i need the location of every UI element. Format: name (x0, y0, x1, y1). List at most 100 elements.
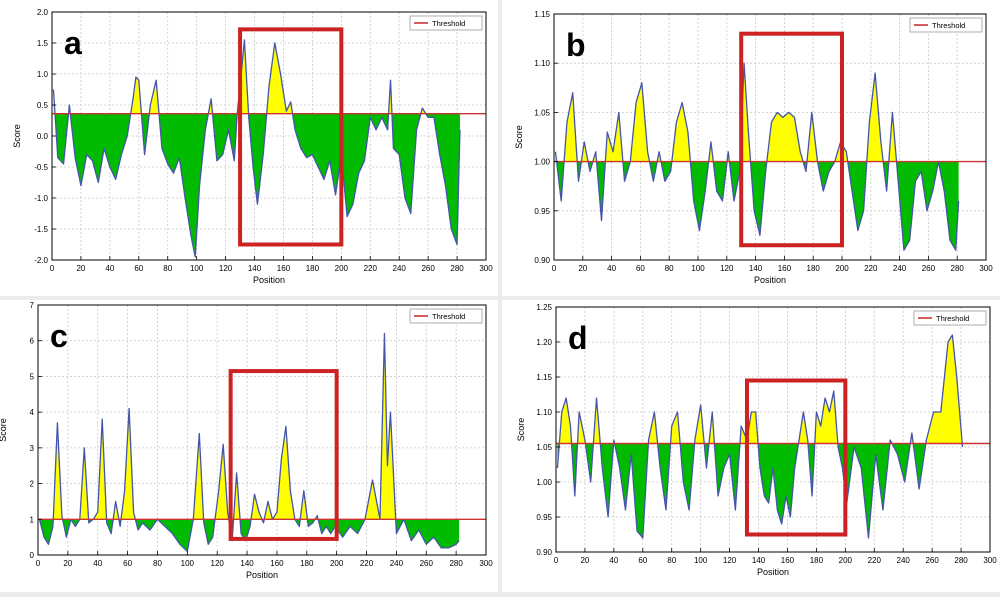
x-axis-label: Position (253, 275, 285, 285)
x-axis-label: Position (754, 275, 786, 285)
y-tick-label: 0.5 (37, 101, 49, 110)
y-tick-label: -0.5 (34, 163, 48, 172)
x-tick-label: 100 (190, 264, 204, 273)
axes-frame (553, 13, 987, 261)
x-tick-label: 160 (270, 559, 284, 568)
y-tick-label: 1.05 (534, 108, 550, 117)
x-tick-label: 260 (922, 264, 936, 273)
x-tick-label: 100 (691, 264, 705, 273)
x-tick-label: 140 (749, 264, 763, 273)
x-tick-label: 200 (330, 559, 344, 568)
legend-label-threshold: Threshold (932, 21, 965, 30)
panel-label: a (64, 25, 82, 61)
x-tick-label: 80 (667, 556, 676, 565)
y-tick-label: 1.00 (536, 478, 552, 487)
y-tick-label: 1.0 (37, 70, 49, 79)
highlight-region-box (744, 378, 848, 537)
x-axis-label: Position (757, 567, 789, 577)
x-tick-label: 20 (580, 556, 589, 565)
x-tick-label: 100 (694, 556, 708, 565)
chart-panel-c: 0 20 40 60 80 100 120 140 160 180 200 220 240 260 280 3… (0, 300, 498, 592)
score-series-line (556, 334, 964, 539)
panel-label: c (50, 318, 68, 354)
x-tick-label: 220 (360, 559, 374, 568)
x-tick-label: 240 (897, 556, 911, 565)
y-tick-label: 5 (30, 372, 35, 381)
x-tick-label: 200 (335, 264, 349, 273)
chart-panel-a: 0 20 40 60 80 100 120 140 160 180 200 220 240 260 280 3… (0, 0, 498, 296)
y-tick-label: -1.5 (34, 225, 48, 234)
score-series-line (554, 62, 960, 251)
x-tick-label: 240 (390, 559, 404, 568)
y-tick-label: 6 (30, 337, 35, 346)
y-tick-label: 1.10 (536, 408, 552, 417)
x-tick-label: 260 (421, 264, 435, 273)
x-tick-label: 20 (578, 264, 587, 273)
y-tick-label: 3 (30, 444, 35, 453)
chart-panel-d: 0 20 40 60 80 100 120 140 160 180 200 220 240 260 280 3… (502, 300, 1000, 592)
x-tick-label: 120 (219, 264, 233, 273)
x-tick-label: 180 (300, 559, 314, 568)
x-tick-label: 60 (123, 559, 132, 568)
y-axis-label: Score (516, 418, 526, 442)
legend-box (409, 15, 483, 31)
x-tick-label: 240 (893, 264, 907, 273)
legend-box (909, 17, 983, 33)
x-tick-label: 300 (479, 264, 493, 273)
y-tick-label: 0.90 (536, 548, 552, 557)
x-tick-label: 40 (93, 559, 102, 568)
x-tick-label: 60 (636, 264, 645, 273)
y-tick-label: 0.90 (534, 256, 550, 265)
score-series-line (38, 332, 460, 553)
x-tick-label: 240 (393, 264, 407, 273)
below-threshold-fill (39, 519, 460, 552)
y-tick-label: 1.5 (37, 39, 49, 48)
x-tick-label: 280 (954, 556, 968, 565)
y-axis-label: Score (514, 125, 524, 149)
y-tick-label: 1.25 (536, 303, 552, 312)
y-tick-label: 0.95 (536, 513, 552, 522)
x-tick-label: 280 (450, 264, 464, 273)
y-tick-label: 1.10 (534, 59, 550, 68)
plot-area (556, 307, 990, 552)
x-tick-label: 300 (983, 556, 997, 565)
y-axis-label: Score (12, 124, 22, 148)
y-tick-label: 2 (30, 480, 35, 489)
y-tick-label: 0.0 (37, 132, 49, 141)
x-tick-label: 200 (835, 264, 849, 273)
highlight-region-box (739, 31, 845, 248)
y-tick-label: 0.95 (534, 207, 550, 216)
y-tick-label: -2.0 (34, 256, 48, 265)
chart-panel-b: 0 20 40 60 80 100 120 140 160 180 200 220 240 260 280 3… (502, 0, 1000, 296)
x-tick-label: 140 (248, 264, 262, 273)
x-tick-label: 0 (554, 556, 559, 565)
y-tick-label: 1.15 (536, 373, 552, 382)
x-tick-label: 40 (609, 556, 618, 565)
x-tick-label: 180 (306, 264, 320, 273)
x-tick-label: 40 (105, 264, 114, 273)
x-tick-label: 20 (63, 559, 72, 568)
x-tick-label: 120 (720, 264, 734, 273)
y-axis-label: Score (0, 418, 8, 442)
highlight-region-box (238, 27, 344, 247)
y-tick-label: 1 (30, 515, 35, 524)
legend-label-threshold: Threshold (432, 19, 465, 28)
axes-frame (555, 306, 991, 553)
x-tick-label: 140 (240, 559, 254, 568)
plot-area (38, 305, 486, 555)
x-tick-label: 120 (723, 556, 737, 565)
y-tick-label: 7 (30, 301, 35, 310)
x-tick-label: 20 (76, 264, 85, 273)
x-tick-label: 180 (807, 264, 821, 273)
x-tick-label: 220 (864, 264, 878, 273)
x-tick-label: 100 (181, 559, 195, 568)
x-tick-label: 0 (36, 559, 41, 568)
x-tick-label: 300 (479, 559, 493, 568)
y-tick-label: -1.0 (34, 194, 48, 203)
x-tick-label: 280 (449, 559, 463, 568)
legend-box (913, 310, 987, 326)
legend-label-threshold: Threshold (432, 312, 465, 321)
above-threshold-fill (557, 335, 963, 444)
